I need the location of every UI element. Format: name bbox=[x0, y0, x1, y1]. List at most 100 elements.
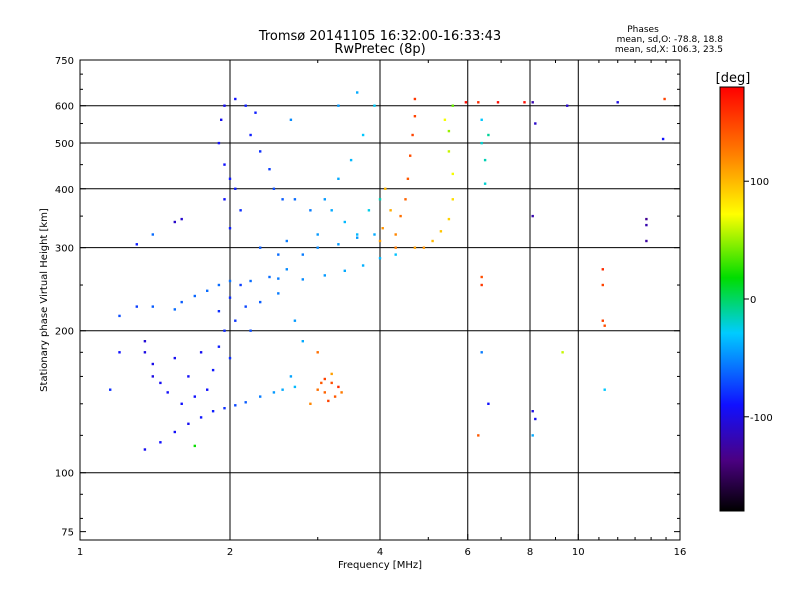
scatter-point bbox=[206, 388, 209, 391]
x-tick-label: 1 bbox=[77, 547, 83, 558]
scatter-point bbox=[645, 239, 648, 243]
scatter-point bbox=[337, 177, 340, 180]
scatter-point bbox=[199, 351, 203, 354]
scatter-point bbox=[356, 91, 359, 94]
scatter-point bbox=[293, 198, 297, 201]
scatter-point bbox=[228, 356, 232, 360]
scatter-point bbox=[406, 177, 410, 180]
y-tick-label: 300 bbox=[55, 244, 74, 255]
scatter-point bbox=[254, 111, 257, 114]
scatter-point bbox=[244, 305, 247, 308]
scatter-point bbox=[228, 177, 232, 180]
chart-title: Tromsø 20141105 16:32:00-16:33:43 bbox=[258, 29, 501, 44]
scatter-point bbox=[378, 198, 382, 201]
scatter-point bbox=[223, 198, 226, 201]
scatter-point bbox=[477, 434, 480, 437]
x-tick-label: 8 bbox=[527, 547, 533, 558]
scatter-point bbox=[561, 351, 564, 354]
scatter-point bbox=[337, 104, 340, 107]
scatter-point bbox=[389, 209, 392, 212]
scatter-point bbox=[343, 220, 346, 224]
scatter-point bbox=[199, 416, 203, 419]
scatter-point bbox=[534, 122, 537, 125]
scatter-point bbox=[487, 402, 490, 405]
grid-lines bbox=[80, 60, 680, 540]
scatter-point bbox=[327, 399, 330, 403]
colorbar-label: [deg] bbox=[716, 71, 751, 86]
scatter-point bbox=[135, 243, 138, 246]
scatter-point bbox=[173, 220, 176, 224]
scatter-point bbox=[378, 257, 382, 260]
x-tick-label: 6 bbox=[465, 547, 471, 558]
scatter-point bbox=[217, 283, 221, 287]
scatter-point bbox=[234, 404, 237, 407]
scatter-point bbox=[289, 375, 293, 378]
scatter-point bbox=[217, 141, 221, 145]
scatter-point bbox=[330, 381, 333, 385]
scatter-point bbox=[289, 118, 293, 121]
scatter-point bbox=[277, 292, 280, 295]
scatter-point bbox=[399, 214, 402, 218]
scatter-point bbox=[603, 388, 606, 391]
scatter-point bbox=[480, 118, 483, 121]
scatter-point bbox=[340, 391, 343, 394]
scatter-point bbox=[268, 168, 271, 171]
scatter-point bbox=[109, 388, 112, 391]
scatter-point bbox=[151, 305, 154, 308]
scatter-point bbox=[228, 227, 232, 230]
scatter-point bbox=[301, 278, 304, 281]
scatter-point bbox=[601, 268, 604, 271]
scatter-point bbox=[277, 253, 280, 256]
scatter-point bbox=[378, 239, 382, 243]
scatter-point bbox=[447, 150, 451, 153]
scatter-point bbox=[394, 233, 397, 236]
scatter-point bbox=[411, 133, 414, 137]
scatter-point bbox=[151, 233, 154, 236]
scatter-point bbox=[480, 275, 483, 279]
scatter-point bbox=[443, 118, 447, 121]
y-tick-label: 400 bbox=[55, 185, 74, 196]
scatter-point bbox=[394, 253, 397, 256]
scatter-point bbox=[228, 279, 232, 283]
scatter-point bbox=[259, 300, 262, 304]
scatter-point bbox=[259, 246, 262, 249]
scatter-point bbox=[603, 324, 606, 327]
scatter-point bbox=[439, 230, 443, 233]
y-tick-label: 500 bbox=[55, 139, 74, 150]
scatter-point bbox=[496, 101, 500, 104]
scatter-point bbox=[337, 243, 340, 246]
scatter-point bbox=[268, 275, 271, 279]
scatter-point bbox=[320, 381, 323, 385]
scatter-point bbox=[285, 239, 288, 243]
scatter-point bbox=[173, 430, 176, 434]
x-tick-label: 10 bbox=[572, 547, 585, 558]
y-axis-ticks: 75 100 200 300 400 500 600 750 bbox=[55, 56, 680, 539]
scatter-point bbox=[477, 101, 480, 104]
scatter-point bbox=[413, 115, 417, 118]
scatter-point bbox=[217, 310, 221, 313]
scatter-point bbox=[309, 402, 312, 405]
scatter-point bbox=[151, 375, 154, 378]
scatter-point bbox=[143, 340, 147, 343]
scatter-point bbox=[223, 329, 226, 332]
scatter-point bbox=[206, 289, 209, 292]
scatter-point bbox=[223, 407, 226, 410]
scatter-point bbox=[180, 217, 183, 221]
colorbar bbox=[719, 86, 745, 512]
scatter-point bbox=[135, 305, 138, 308]
scatter-point bbox=[166, 391, 169, 394]
scatter-point bbox=[323, 274, 326, 277]
scatter-point bbox=[285, 268, 288, 271]
scatter-point bbox=[187, 422, 190, 425]
scatter-point bbox=[645, 217, 648, 221]
scatter-point bbox=[381, 227, 384, 230]
scatter-point bbox=[259, 395, 262, 398]
scatter-point bbox=[223, 104, 226, 107]
scatter-point bbox=[333, 395, 337, 398]
scatter-point bbox=[143, 351, 147, 354]
scatter-point bbox=[193, 444, 196, 448]
scatter-point bbox=[447, 129, 451, 133]
scatter-point bbox=[249, 329, 252, 332]
x-tick-label: 4 bbox=[377, 547, 383, 558]
